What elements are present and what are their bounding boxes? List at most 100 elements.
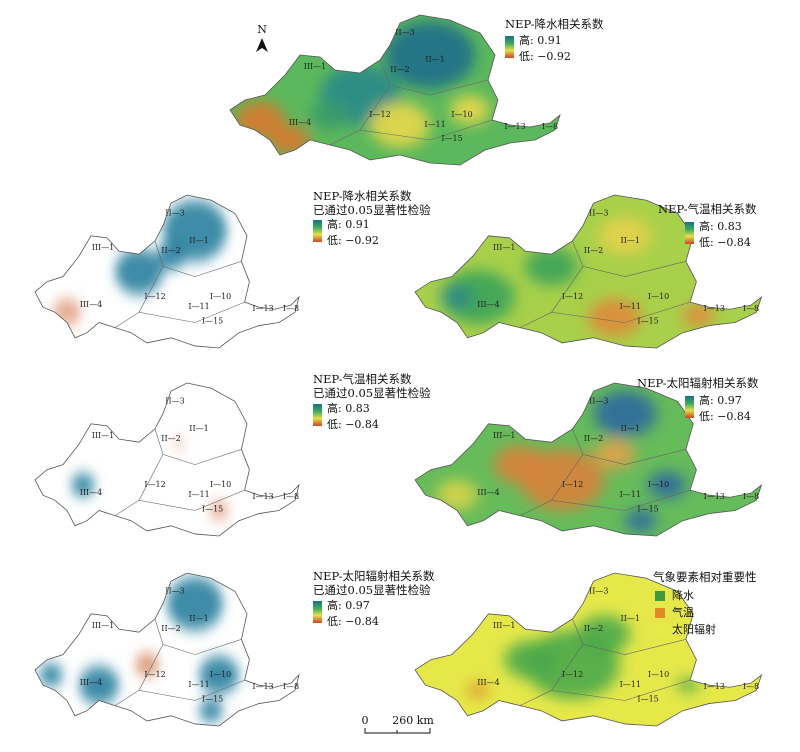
region-label: I—13 [504, 122, 525, 131]
region-label: I—13 [704, 492, 725, 501]
region-label: III—4 [80, 678, 103, 687]
region-label: I—15 [202, 694, 223, 703]
region-label: II—2 [390, 65, 409, 74]
basin-outline [35, 573, 299, 726]
colorbar [685, 396, 694, 418]
subregion-boundary [115, 241, 245, 328]
region-label: II—2 [161, 624, 180, 633]
region-label: II—1 [425, 55, 444, 64]
region-label: I—11 [424, 120, 445, 129]
colorbar [313, 220, 322, 242]
region-label: I—11 [188, 680, 209, 689]
region-label: I—8 [283, 682, 299, 691]
subregion-boundary [520, 429, 690, 516]
map-patches [39, 576, 239, 723]
region-label: II—1 [189, 424, 208, 433]
region-label: I—10 [648, 292, 669, 301]
region-label: I—10 [451, 110, 472, 119]
basin-outline [230, 15, 560, 165]
map-fill [35, 195, 299, 348]
subregion-boundary [520, 619, 690, 706]
map-panel [415, 195, 762, 348]
region-label: I—12 [369, 110, 390, 119]
panel-title: NEP-太阳辐射相关系数 [313, 569, 435, 583]
map-patch [71, 473, 95, 497]
legend-high: 高: 0.83 [327, 401, 370, 415]
legend-label: 气温 [672, 605, 694, 619]
region-label: I—10 [648, 670, 669, 679]
map-patch [79, 666, 119, 705]
basin-outline [415, 383, 762, 536]
map-patch [648, 471, 686, 499]
region-label: I—8 [743, 304, 759, 313]
region-label: I—13 [252, 304, 273, 313]
region-label: II—2 [161, 246, 180, 255]
legend-low: 低: −0.84 [327, 615, 379, 628]
region-label: I—13 [252, 492, 273, 501]
map-patch [135, 653, 159, 677]
region-label: I—10 [648, 480, 669, 489]
map-patch [270, 125, 310, 155]
legend-label: 太阳辐射 [672, 622, 716, 636]
region-label: I—15 [441, 134, 462, 143]
legend-low: 低: −0.84 [699, 410, 751, 423]
region-label: I—10 [210, 480, 231, 489]
scale-start: 0 [362, 714, 369, 727]
region-label: III—1 [92, 431, 115, 440]
legend-low: 低: −0.92 [519, 50, 571, 63]
map-patch [310, 100, 350, 130]
region-label: III—1 [304, 62, 327, 71]
region-label: II—2 [584, 246, 603, 255]
region-label: III—1 [493, 431, 516, 440]
region-label: I—13 [252, 682, 273, 691]
region-label: I—15 [637, 694, 658, 703]
region-label: III—4 [477, 488, 500, 497]
region-label: III—4 [477, 300, 500, 309]
region-label: II—2 [584, 624, 603, 633]
map-patch [593, 439, 636, 470]
region-label: I—8 [283, 304, 299, 313]
map-patch [209, 501, 229, 520]
legend-high: 高: 0.97 [699, 393, 742, 407]
panel-title: NEP-气温相关系数 [658, 202, 757, 216]
basin-outline [35, 383, 299, 536]
region-label: I—10 [210, 292, 231, 301]
map-patch [385, 21, 475, 89]
legend-low: 低: −0.92 [327, 234, 379, 247]
map-patch [174, 439, 184, 449]
map-patches [71, 439, 229, 520]
map-patch [441, 270, 515, 324]
region-label: II—3 [589, 208, 608, 217]
map-patch [625, 509, 657, 533]
region-label: I—13 [704, 304, 725, 313]
region-label: III—4 [477, 678, 500, 687]
legend-high: 高: 0.83 [699, 219, 742, 233]
region-label: III—4 [80, 300, 103, 309]
map-panel [415, 573, 762, 726]
region-label: II—1 [189, 614, 208, 623]
map-patch [525, 247, 578, 286]
region-label: I—8 [743, 492, 759, 501]
map-fill [415, 195, 762, 348]
region-label: I—12 [562, 670, 583, 679]
region-label: I—8 [542, 122, 558, 131]
map-patch [370, 102, 430, 148]
subregion-boundary [520, 241, 690, 328]
north-arrow: N [256, 23, 268, 52]
legend-swatch [655, 608, 665, 618]
map-patch [577, 615, 631, 654]
legend-low: 低: −0.84 [327, 418, 379, 431]
scale-bar: 0 260 km [362, 714, 434, 734]
region-label: I—11 [188, 490, 209, 499]
region-label: II—1 [189, 236, 208, 245]
panel-title: 气象要素相对重要性 [653, 570, 757, 584]
map-patch [593, 390, 657, 437]
region-label: I—13 [704, 682, 725, 691]
map-fill [415, 573, 762, 726]
region-label: III—4 [80, 488, 103, 497]
region-label: I—11 [620, 490, 641, 499]
legend-high: 高: 0.97 [327, 598, 370, 612]
basin-outline [415, 573, 762, 726]
map-patch [504, 640, 557, 679]
